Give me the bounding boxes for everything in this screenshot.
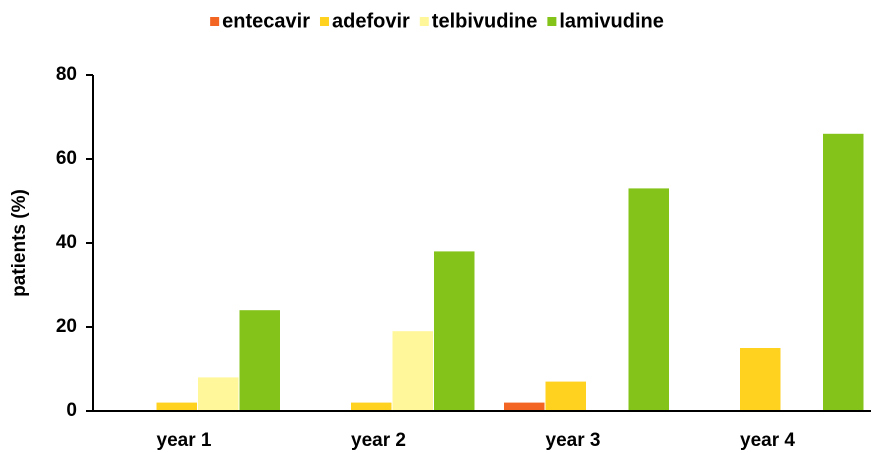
x-tick-label: year 1 — [157, 430, 212, 451]
bar — [504, 402, 545, 411]
legend-label: adefovir — [332, 10, 410, 32]
y-tick-label: 40 — [56, 232, 77, 253]
legend-swatch — [547, 17, 557, 26]
legend-label: entecavir — [222, 10, 310, 32]
y-tick-label: 80 — [56, 64, 77, 85]
bar — [351, 402, 392, 411]
bar — [628, 188, 669, 411]
x-tick-label: year 4 — [740, 430, 795, 451]
bar — [198, 377, 239, 411]
bar — [740, 348, 781, 411]
bar — [823, 133, 864, 412]
y-tick-label: 0 — [66, 400, 77, 421]
legend-label: telbivudine — [432, 10, 538, 32]
bar — [156, 402, 197, 411]
y-axis-label: patients (%) — [9, 189, 30, 297]
legend-swatch — [210, 17, 220, 26]
legend-swatch — [419, 17, 429, 26]
x-tick-label: year 3 — [546, 430, 601, 451]
legend-label: lamivudine — [559, 10, 663, 32]
legend-swatch — [319, 17, 329, 26]
bar — [545, 381, 586, 411]
x-tick-label: year 2 — [351, 430, 406, 451]
bar — [392, 331, 433, 411]
y-tick-label: 20 — [56, 316, 77, 337]
bar — [434, 251, 475, 411]
bar — [239, 310, 280, 411]
y-tick-label: 60 — [56, 148, 77, 169]
